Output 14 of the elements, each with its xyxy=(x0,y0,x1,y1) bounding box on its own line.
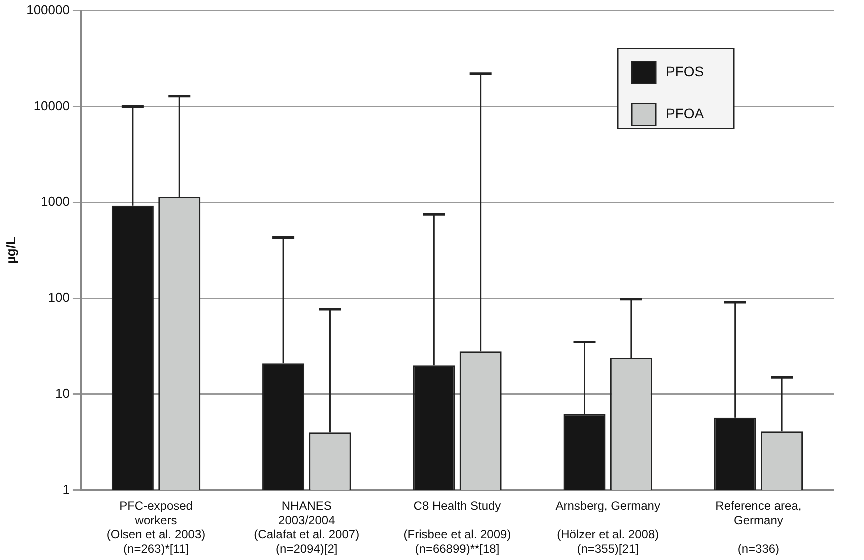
y-tick-label: 100000 xyxy=(26,2,70,18)
y-axis-title: µg/L xyxy=(3,237,18,264)
y-tick-label: 1000 xyxy=(41,194,70,210)
category-label: Reference area, Germany (n=336) xyxy=(716,498,802,556)
category-label: C8 Health Study (Frisbee et al. 2009) (n=66899)**[18] xyxy=(404,498,512,556)
category-label: Arnsberg, Germany (Hölzer et al. 2008) (n=355)[21] xyxy=(556,498,660,556)
y-tick-label: 10 xyxy=(56,386,70,402)
legend-label: PFOS xyxy=(666,64,704,80)
x-tick-label: NHANES 2003/2004 (Calafat et al. 2007) (n=2094)[2] xyxy=(254,498,360,556)
y-tick-label: 1 xyxy=(62,482,70,497)
legend-label: PFOA xyxy=(666,106,705,122)
x-tick-label: PFC-exposed workers (Olsen et al. 2003) (n=263)*[11] xyxy=(106,498,206,556)
y-tick-label: 10000 xyxy=(34,98,70,114)
y-tick-label: 100 xyxy=(48,290,70,306)
